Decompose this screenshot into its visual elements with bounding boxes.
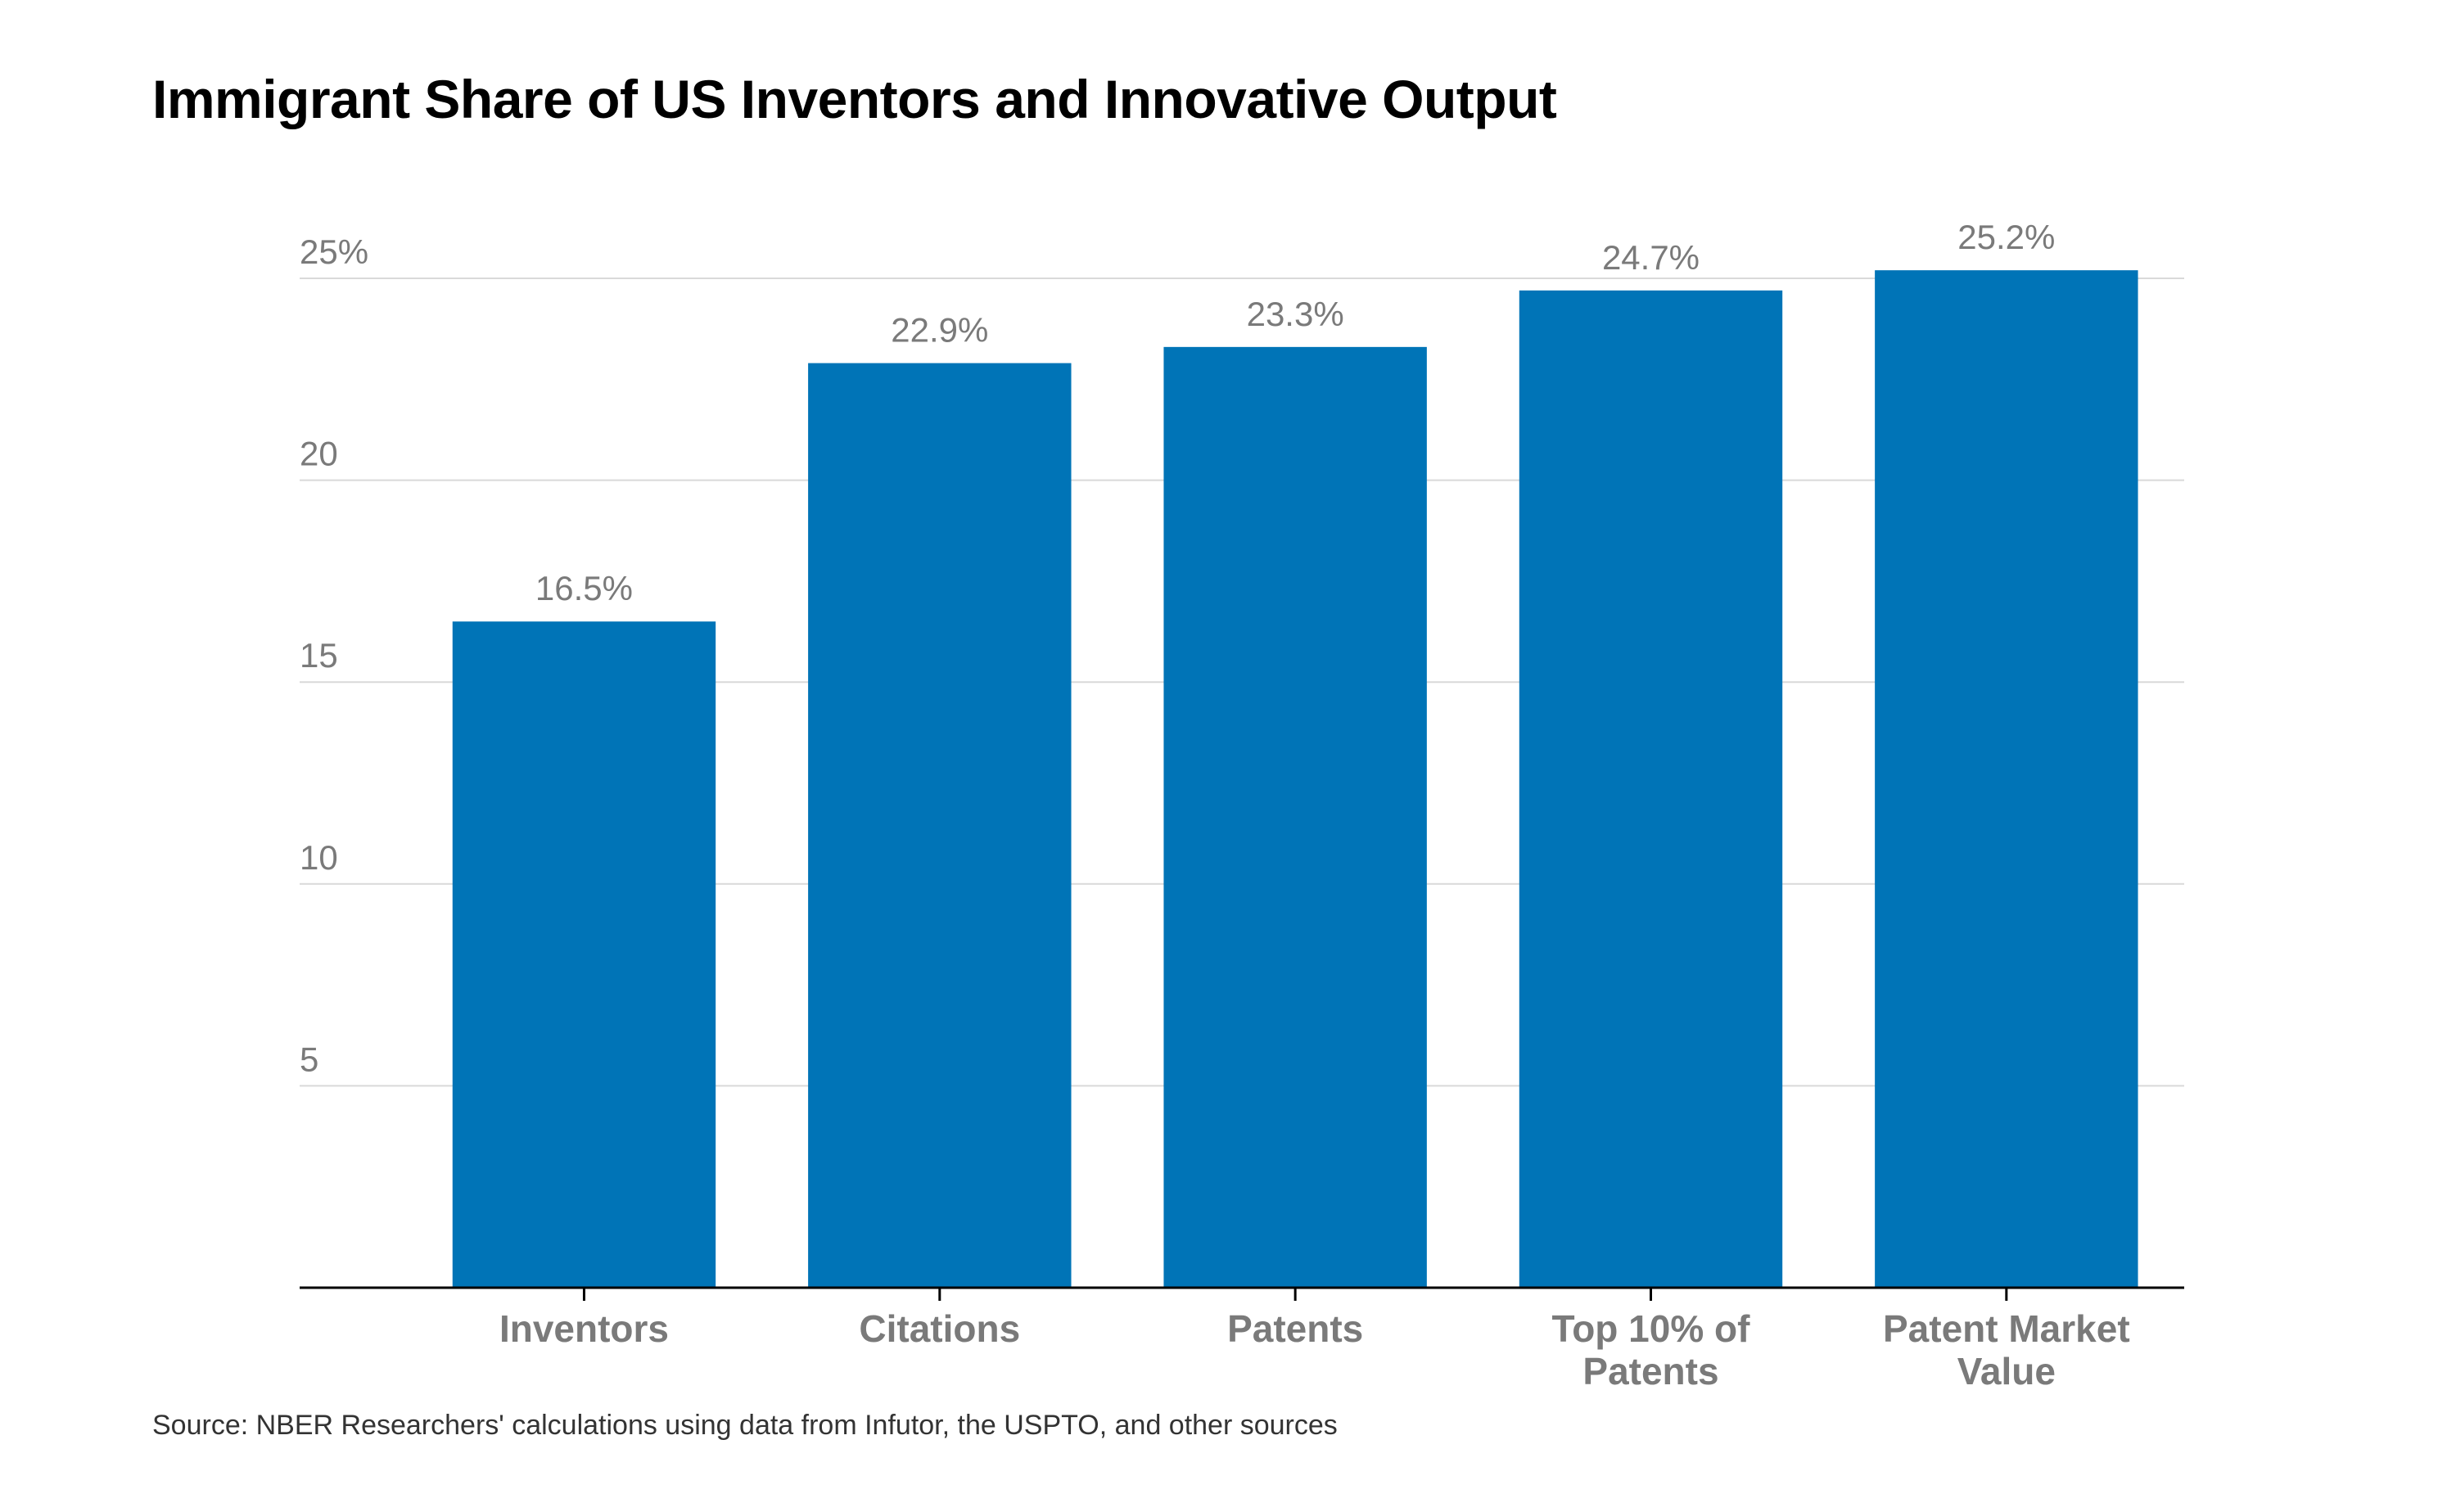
bars	[452, 270, 2138, 1288]
y-axis-ticks: 5 10 15 20 25%	[300, 232, 368, 1078]
x-axis	[300, 1286, 2184, 1301]
data-label: 23.3%	[1247, 295, 1344, 333]
category-labels: Inventors Citations Patents Top 10% ofPaten…	[499, 1307, 2130, 1392]
data-label: 16.5%	[535, 569, 633, 607]
source-note: Source: NBER Researchers' calculations u…	[152, 1410, 1338, 1441]
x-tick-label: Patents	[1227, 1307, 1363, 1350]
bar	[1519, 290, 1783, 1288]
x-tick-label: Top 10% of	[1552, 1307, 1751, 1350]
y-tick-label: 10	[300, 838, 338, 877]
x-tick-label: Patent Market	[1883, 1307, 2130, 1350]
x-tick-label: Value	[1957, 1350, 2056, 1392]
data-label: 22.9%	[891, 311, 988, 350]
data-label: 25.2%	[1957, 218, 2055, 256]
bar	[1875, 270, 2138, 1288]
value-labels: 16.5% 22.9% 23.3% 24.7% 25.2%	[535, 218, 2055, 607]
y-tick-label: 20	[300, 435, 338, 473]
x-tick-label: Inventors	[499, 1307, 669, 1350]
y-tick-label: 25%	[300, 232, 368, 271]
chart-title: Immigrant Share of US Inventors and Inno…	[152, 69, 1557, 129]
y-tick-label: 5	[300, 1040, 318, 1078]
bar	[808, 363, 1072, 1288]
bar	[452, 621, 716, 1288]
x-tick-label: Citations	[859, 1307, 1020, 1350]
x-tick-label: Patents	[1582, 1350, 1718, 1392]
y-tick-label: 15	[300, 636, 338, 675]
bar	[1163, 346, 1427, 1288]
data-label: 24.7%	[1602, 238, 1700, 277]
